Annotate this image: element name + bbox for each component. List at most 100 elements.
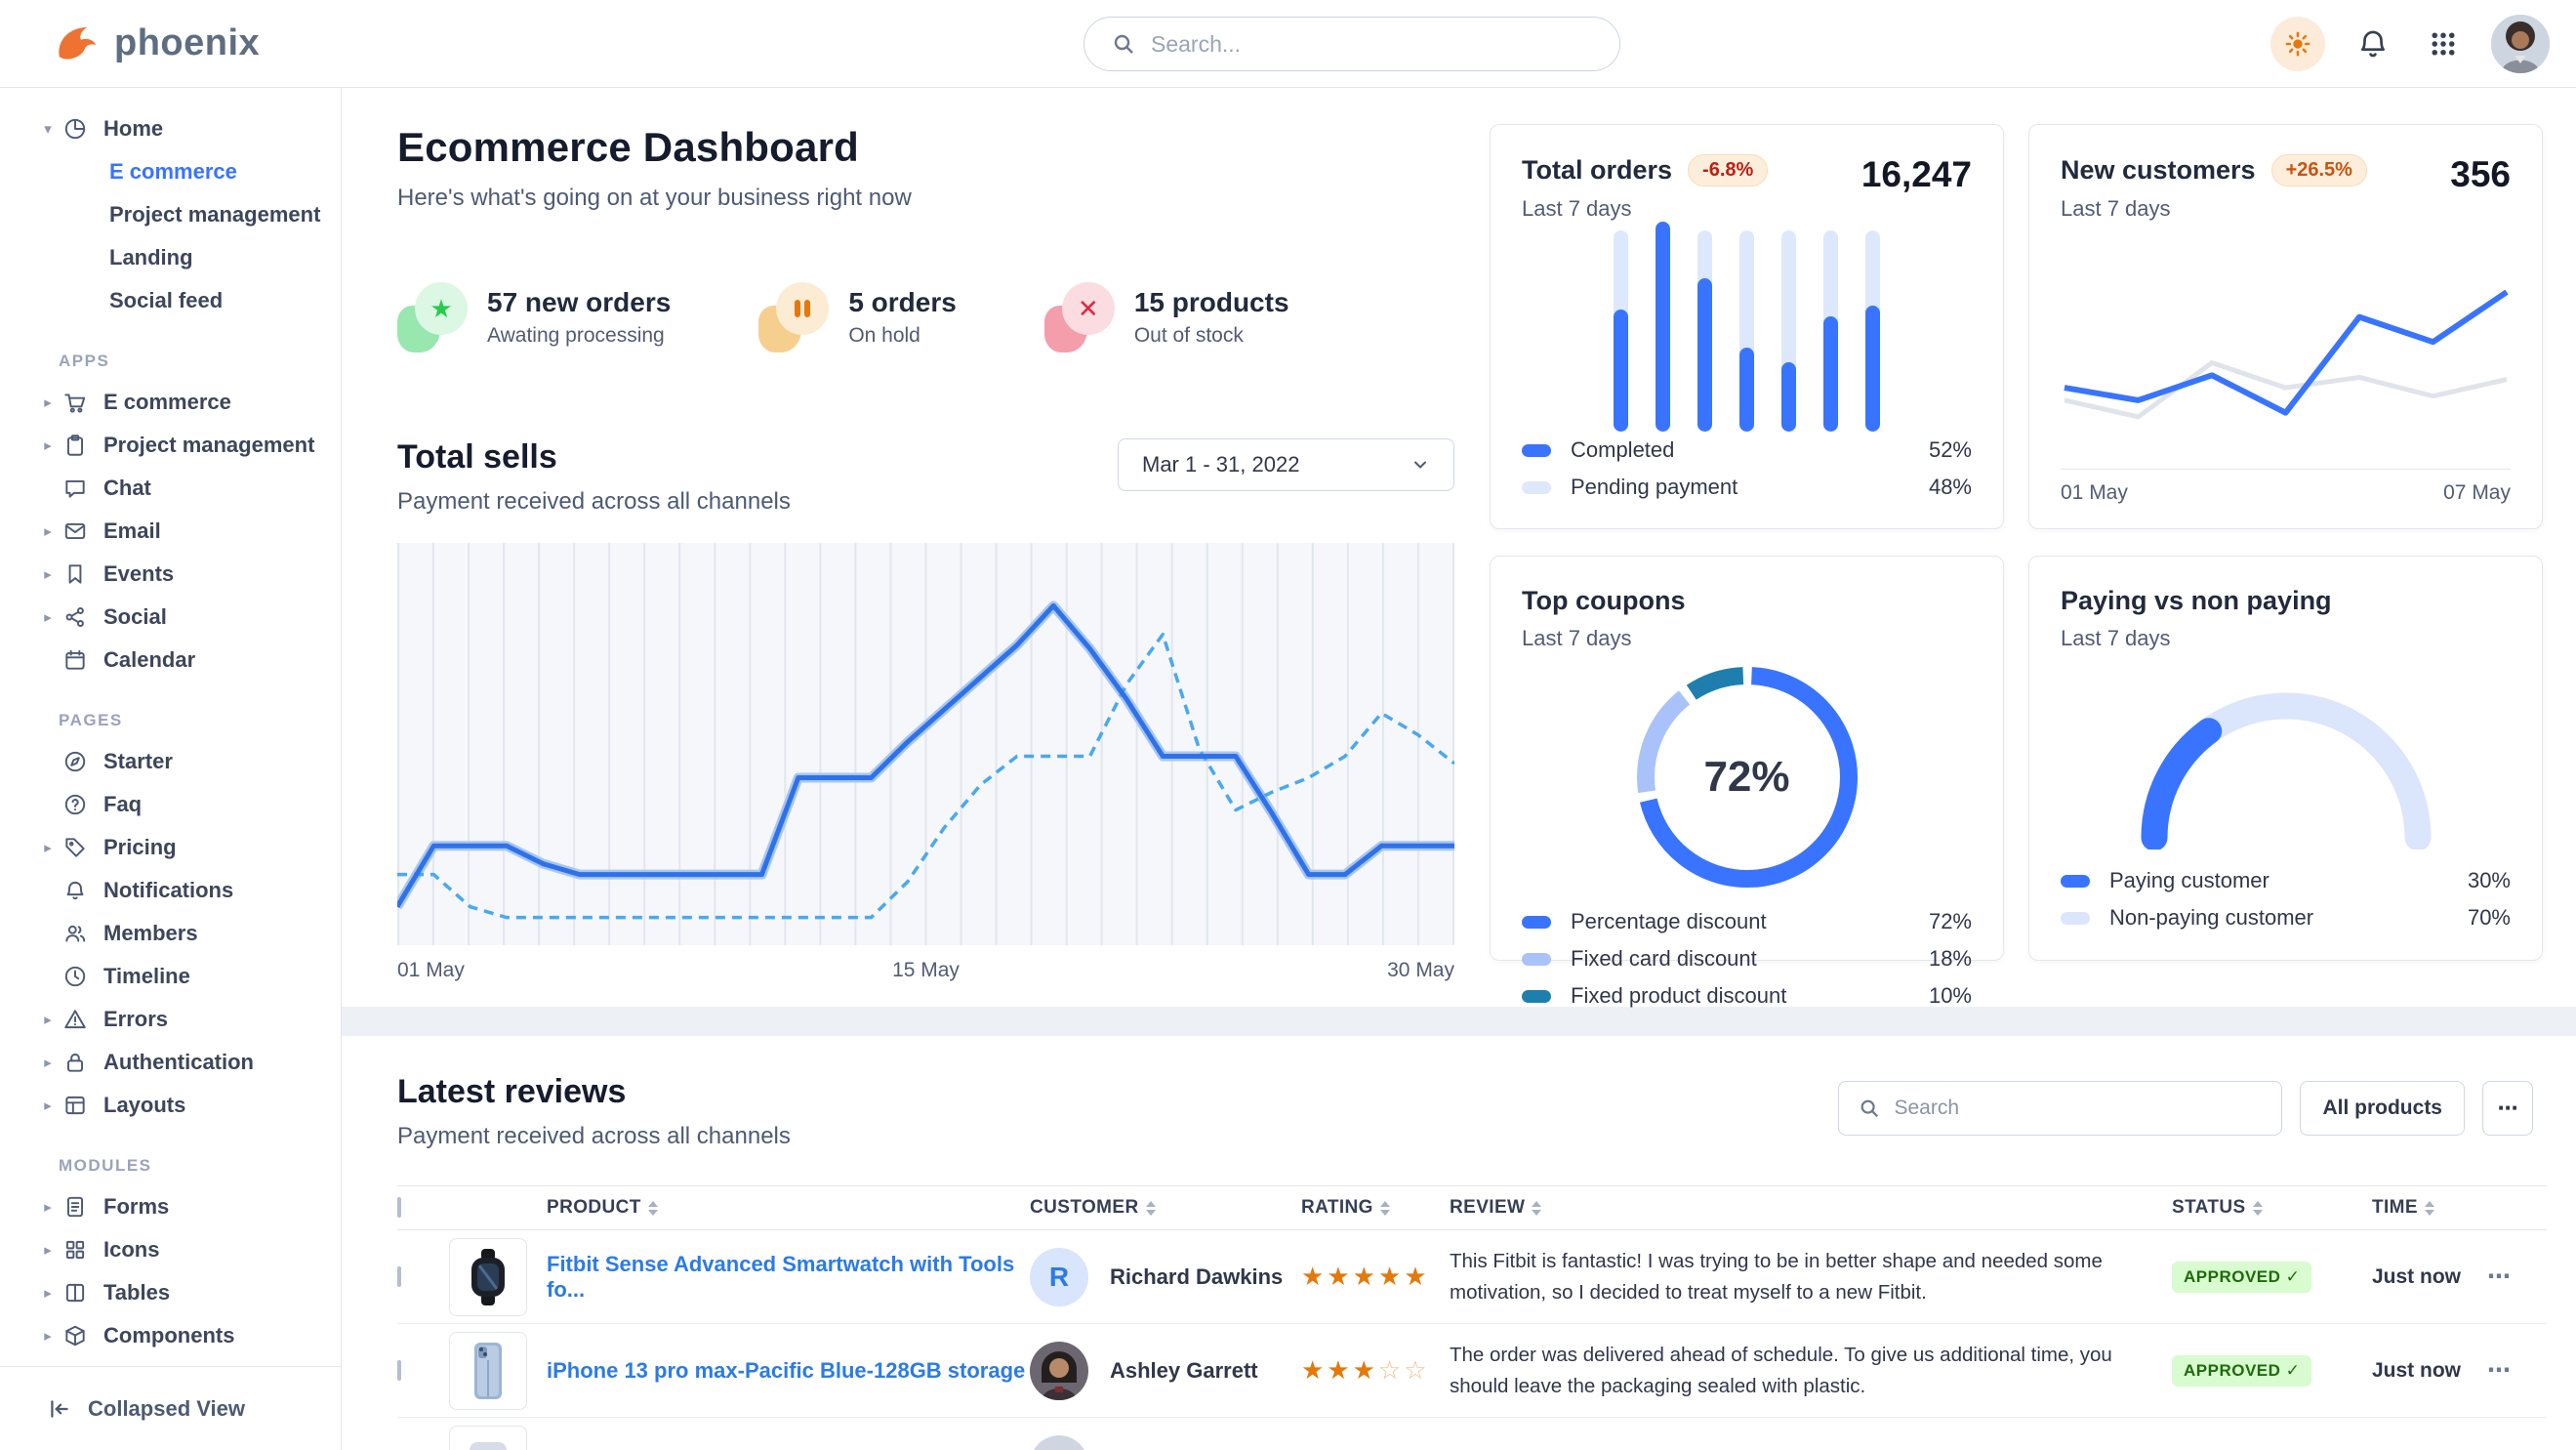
product-image[interactable] bbox=[449, 1237, 527, 1316]
collapse-label: Collapsed View bbox=[88, 1395, 245, 1421]
sort-icon[interactable] bbox=[2252, 1200, 2263, 1216]
product-link[interactable]: iPhone 13 pro max-Pacific Blue-128GB sto… bbox=[547, 1357, 1026, 1383]
column-header-customer[interactable]: CUSTOMER bbox=[1030, 1197, 1301, 1219]
global-search[interactable] bbox=[1084, 17, 1620, 71]
product-link[interactable]: Fitbit Sense Advanced Smartwatch with To… bbox=[547, 1251, 1015, 1302]
calendar-icon bbox=[59, 647, 92, 673]
legend-label: Completed bbox=[1571, 437, 1675, 462]
reviews-title: Latest reviews bbox=[397, 1073, 627, 1110]
total-sells-chart[interactable]: 01 May 15 May 30 May bbox=[397, 543, 1454, 982]
column-header-time[interactable]: TIME bbox=[2372, 1197, 2487, 1219]
sidebar-item-components[interactable]: ▸ Components bbox=[0, 1314, 341, 1357]
new-customers-period: Last 7 days bbox=[2061, 196, 2171, 221]
new-customers-line-chart[interactable] bbox=[2061, 222, 2511, 463]
sort-icon[interactable] bbox=[2425, 1200, 2434, 1216]
sidebar-item-notifications[interactable]: Notifications bbox=[0, 869, 341, 912]
sidebar-item-chat[interactable]: Chat bbox=[0, 467, 341, 510]
sidebar-item-email[interactable]: ▸ Email bbox=[0, 510, 341, 553]
sidebar-item-e-commerce[interactable]: ▸ E commerce bbox=[0, 381, 341, 424]
product-image[interactable] bbox=[449, 1425, 527, 1450]
sidebar-item-icons[interactable]: ▸ Icons bbox=[0, 1228, 341, 1271]
sidebar-subitem-e-commerce[interactable]: E commerce bbox=[109, 159, 237, 184]
caret-right-icon: ▸ bbox=[44, 1098, 52, 1114]
theme-toggle-button[interactable] bbox=[2270, 17, 2325, 71]
sidebar-subitem-project-management[interactable]: Project management bbox=[109, 202, 321, 227]
review-time: Just now bbox=[2372, 1264, 2462, 1288]
sidebar-item-errors[interactable]: ▸ Errors bbox=[0, 998, 341, 1041]
sidebar-item-calendar[interactable]: Calendar bbox=[0, 639, 341, 682]
sort-icon[interactable] bbox=[1379, 1200, 1390, 1216]
chat-icon bbox=[59, 476, 92, 501]
sidebar: ▾ Home E commerce Project management Landing… bbox=[0, 88, 342, 1450]
new-customers-value: 356 bbox=[2450, 154, 2511, 194]
sidebar-item-events[interactable]: ▸ Events bbox=[0, 553, 341, 596]
layout-icon bbox=[59, 1093, 92, 1118]
sidebar-item-timeline[interactable]: Timeline bbox=[0, 955, 341, 998]
column-header-review[interactable]: REVIEW bbox=[1450, 1197, 2172, 1219]
new-customers-card: New customers +26.5% Last 7 days 356 01 … bbox=[2028, 124, 2543, 529]
total-orders-bar-chart[interactable] bbox=[1614, 222, 1880, 432]
axis-tick-label: 30 May bbox=[1387, 959, 1454, 981]
dashboard-overview-section: Ecommerce Dashboard Here's what's going … bbox=[342, 88, 2576, 1008]
legend-label: Non-paying customer bbox=[2109, 905, 2314, 930]
top-coupons-donut-chart[interactable]: 72% bbox=[1522, 651, 1972, 903]
reviews-more-button[interactable]: ⋯ bbox=[2482, 1081, 2533, 1136]
sort-icon[interactable] bbox=[1532, 1200, 1542, 1216]
row-actions-button[interactable]: ⋯ bbox=[2487, 1264, 2511, 1290]
sidebar-item-authentication[interactable]: ▸ Authentication bbox=[0, 1041, 341, 1084]
legend-value: 52% bbox=[1928, 437, 1972, 462]
paying-vs-nonpaying-card: Paying vs non paying Last 7 days Paying … bbox=[2028, 556, 2543, 961]
users-icon bbox=[59, 921, 92, 946]
column-header-status[interactable]: STATUS bbox=[2172, 1197, 2372, 1219]
sidebar-item-starter[interactable]: Starter bbox=[0, 740, 341, 783]
sort-icon[interactable] bbox=[647, 1200, 658, 1216]
total-orders-title: Total orders bbox=[1522, 155, 1673, 185]
warning-icon bbox=[59, 1007, 92, 1032]
brand-name: phoenix bbox=[114, 22, 261, 63]
sidebar-item-pricing[interactable]: ▸ Pricing bbox=[0, 826, 341, 869]
collapse-view-toggle[interactable]: Collapsed View bbox=[0, 1366, 341, 1450]
sidebar-item-project-management[interactable]: ▸ Project management bbox=[0, 424, 341, 467]
sidebar-item-home[interactable]: ▾ Home bbox=[0, 107, 341, 150]
sidebar-item-faq[interactable]: Faq bbox=[0, 783, 341, 826]
sidebar-item-social[interactable]: ▸ Social bbox=[0, 596, 341, 639]
paying-gauge-chart[interactable] bbox=[2061, 651, 2511, 862]
product-image[interactable] bbox=[449, 1331, 527, 1410]
reviews-search-input[interactable] bbox=[1894, 1097, 2263, 1120]
compass-icon bbox=[59, 749, 92, 774]
new-customers-title: New customers bbox=[2061, 155, 2256, 185]
date-range-select[interactable]: Mar 1 - 31, 2022 bbox=[1118, 438, 1454, 491]
total-sells-title: Total sells bbox=[397, 438, 557, 476]
sort-icon[interactable] bbox=[1145, 1200, 1156, 1216]
caret-right-icon: ▸ bbox=[44, 1199, 52, 1216]
sidebar-item-layouts[interactable]: ▸ Layouts bbox=[0, 1084, 341, 1127]
select-all-checkbox[interactable] bbox=[397, 1197, 401, 1218]
sidebar-subitem-social-feed[interactable]: Social feed bbox=[109, 288, 224, 312]
column-header-rating[interactable]: RATING bbox=[1301, 1197, 1450, 1219]
sidebar-item-tables[interactable]: ▸ Tables bbox=[0, 1271, 341, 1314]
total-sells-x-axis: 01 May 15 May 30 May bbox=[397, 959, 1454, 982]
new-customers-delta-badge: +26.5% bbox=[2270, 154, 2367, 186]
row-actions-button[interactable]: ⋯ bbox=[2487, 1357, 2511, 1384]
row-checkbox[interactable] bbox=[397, 1359, 401, 1381]
clock-icon bbox=[59, 964, 92, 989]
sidebar-item-label: Faq bbox=[103, 792, 143, 816]
column-header-product[interactable]: PRODUCT bbox=[547, 1197, 1030, 1219]
legend-row: Completed 52% bbox=[1522, 432, 1972, 469]
all-products-button[interactable]: All products bbox=[2300, 1081, 2465, 1136]
search-input[interactable] bbox=[1151, 30, 1592, 58]
brand-logo[interactable]: phoenix bbox=[0, 22, 342, 64]
user-avatar[interactable] bbox=[2491, 15, 2550, 73]
customer-avatar bbox=[1030, 1341, 1088, 1400]
row-checkbox[interactable] bbox=[397, 1265, 401, 1287]
notifications-button[interactable] bbox=[2351, 21, 2395, 66]
sidebar-item-label: Notifications bbox=[103, 878, 234, 902]
sidebar-item-label: Errors bbox=[103, 1007, 169, 1031]
sidebar-subitem-landing[interactable]: Landing bbox=[109, 245, 193, 269]
apps-grid-button[interactable] bbox=[2421, 21, 2466, 66]
sidebar-item-members[interactable]: Members bbox=[0, 912, 341, 955]
sidebar-item-forms[interactable]: ▸ Forms bbox=[0, 1185, 341, 1228]
legend-value: 10% bbox=[1928, 983, 1972, 1008]
reviews-search[interactable] bbox=[1838, 1081, 2283, 1136]
stat-title: 57 new orders bbox=[487, 287, 672, 317]
